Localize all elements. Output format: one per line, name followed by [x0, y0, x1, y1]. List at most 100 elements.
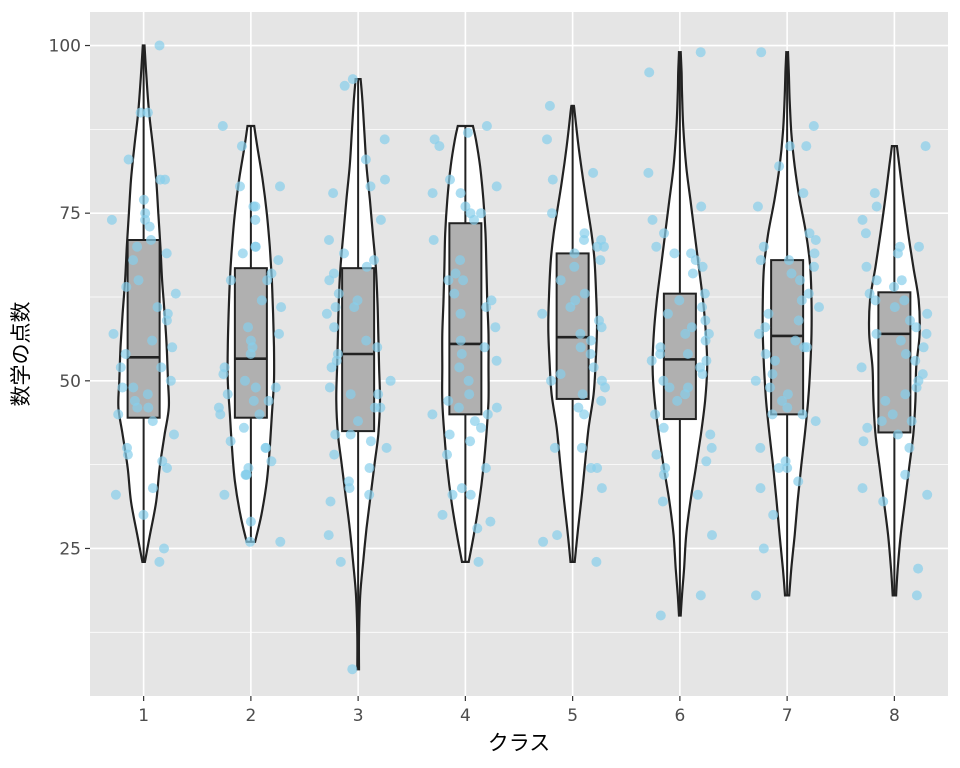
data-point	[375, 214, 386, 225]
data-point	[276, 302, 287, 313]
data-point	[591, 556, 602, 567]
data-point	[701, 355, 712, 366]
x-tick-label: 2	[245, 706, 256, 726]
data-point	[235, 181, 245, 192]
data-point	[275, 181, 285, 192]
data-point	[650, 409, 661, 420]
data-point	[774, 161, 785, 172]
data-point	[569, 261, 580, 272]
box-3	[341, 267, 376, 433]
data-point	[758, 543, 769, 554]
data-point	[575, 342, 586, 353]
data-point	[767, 369, 778, 380]
data-point	[922, 489, 933, 500]
data-point	[133, 275, 144, 286]
y-axis-ticks: 25 50 75 100	[49, 37, 90, 559]
data-point	[347, 664, 358, 675]
data-point	[110, 489, 121, 500]
data-point	[889, 302, 900, 313]
data-point	[756, 47, 767, 58]
data-point	[476, 208, 486, 219]
data-point	[674, 295, 685, 306]
data-point	[491, 355, 502, 366]
data-point	[437, 509, 448, 520]
data-point	[469, 416, 480, 427]
data-point	[240, 469, 251, 480]
plot-panel	[90, 12, 948, 696]
data-point	[801, 141, 812, 152]
data-point	[428, 235, 439, 245]
data-point	[809, 261, 819, 272]
data-point	[237, 248, 248, 259]
data-point	[222, 389, 233, 400]
data-point	[447, 489, 458, 500]
data-point	[579, 235, 589, 245]
data-point	[752, 201, 763, 212]
data-point	[555, 275, 566, 286]
y-axis-title: 数学の点数	[9, 302, 33, 407]
data-point	[695, 590, 706, 601]
data-point	[347, 74, 358, 85]
data-point	[697, 261, 708, 272]
data-point	[651, 449, 662, 460]
data-point	[810, 416, 821, 427]
data-point	[862, 422, 873, 433]
data-point	[585, 349, 596, 359]
x-tick-label: 7	[782, 706, 793, 726]
data-point	[353, 416, 363, 427]
data-point	[490, 322, 501, 333]
data-point	[793, 476, 804, 487]
data-point	[910, 355, 921, 366]
data-point	[697, 302, 707, 313]
data-point	[360, 154, 371, 165]
data-point	[169, 429, 179, 440]
data-point	[914, 241, 924, 252]
data-point	[128, 382, 139, 393]
data-point	[344, 483, 355, 494]
data-point	[161, 315, 172, 326]
data-point	[143, 402, 154, 413]
data-point	[782, 389, 793, 400]
data-point	[323, 530, 334, 541]
data-point	[596, 322, 607, 333]
data-point	[600, 382, 610, 393]
data-point	[123, 154, 134, 165]
data-point	[857, 214, 868, 225]
data-point	[147, 483, 158, 494]
data-point	[128, 255, 139, 266]
data-point	[573, 402, 584, 413]
data-point	[880, 395, 891, 406]
data-point	[455, 335, 466, 346]
data-point	[225, 436, 236, 447]
data-point	[225, 275, 236, 286]
data-point	[345, 389, 356, 400]
data-point	[381, 442, 392, 453]
data-point	[596, 395, 607, 406]
data-point	[219, 489, 230, 500]
data-point	[786, 268, 797, 279]
data-point	[669, 248, 680, 259]
data-point	[476, 422, 486, 433]
data-point	[240, 375, 250, 386]
data-point	[651, 241, 662, 252]
data-point	[115, 362, 126, 373]
data-point	[167, 342, 178, 353]
data-point	[690, 255, 701, 266]
data-point	[798, 188, 809, 199]
data-point	[463, 375, 474, 386]
data-point	[878, 496, 889, 507]
data-point	[586, 335, 596, 346]
data-point	[918, 342, 929, 353]
data-point	[491, 181, 502, 192]
data-point	[472, 523, 483, 534]
data-point	[485, 516, 496, 527]
data-point	[335, 556, 346, 567]
data-point	[655, 610, 666, 621]
x-tick-label: 1	[138, 706, 149, 726]
data-point	[385, 375, 396, 386]
data-point	[707, 530, 717, 541]
data-point	[215, 409, 226, 420]
data-point	[106, 214, 117, 225]
data-point	[236, 141, 247, 152]
data-point	[469, 214, 479, 225]
